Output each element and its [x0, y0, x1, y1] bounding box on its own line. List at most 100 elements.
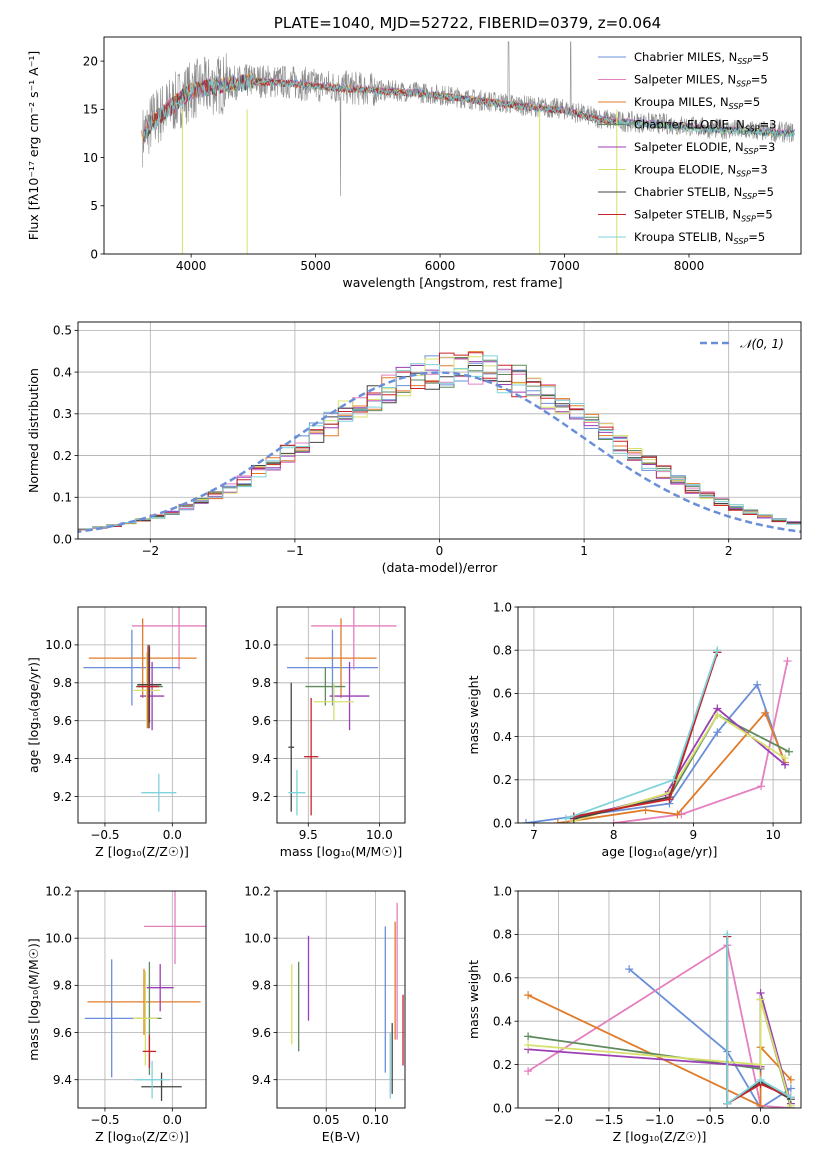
- axes-frame: [103, 36, 802, 255]
- panel-weight-vs-z: −2.0 −1.5 −1.0 −0.5 0.0 0.0 0.2 0.4 0.6 0.8 1.0 Z […: [466, 884, 802, 1144]
- weight-series-line: [573, 713, 786, 822]
- y-tick-label: 10.0: [45, 638, 72, 652]
- plus-marker: [521, 819, 530, 823]
- weight-series-line: [557, 711, 786, 823]
- errorbar-point: [144, 891, 206, 965]
- x-tick-label: −0.5: [90, 828, 119, 842]
- plus-marker: [713, 728, 722, 737]
- x-tick-label: 2: [725, 544, 733, 558]
- y-axis-label: mass [log₁₀(M/M☉)]: [26, 938, 41, 1060]
- plot-area: [277, 891, 405, 1108]
- legend-label: Kroupa ELODIE, NSSP=3: [634, 163, 768, 179]
- plus-marker: [625, 965, 634, 974]
- x-tick-label: −2.0: [544, 1113, 573, 1127]
- weight-series-line: [573, 713, 790, 818]
- chart-title: PLATE=1040, MJD=52722, FIBERID=0379, z=0…: [274, 14, 661, 32]
- plus-marker: [641, 806, 650, 815]
- y-tick-label: 9.4: [252, 752, 271, 766]
- x-tick-label: −1.5: [594, 1113, 623, 1127]
- y-tick-label: 0.6: [493, 687, 512, 701]
- legend-label: Kroupa MILES, NSSP=5: [634, 95, 760, 111]
- plus-marker: [756, 1075, 765, 1084]
- plus-marker: [723, 930, 732, 939]
- y-tick-label: 0.2: [53, 449, 72, 463]
- plus-marker: [785, 747, 794, 756]
- y-tick-label: 9.2: [53, 790, 72, 804]
- plus-marker: [756, 1101, 765, 1108]
- y-tick-label: 10.0: [45, 931, 72, 945]
- weight-series-line: [613, 660, 789, 823]
- y-tick-label: 0.4: [53, 365, 72, 379]
- plus-marker: [669, 775, 678, 784]
- x-axis-label: age [log₁₀(age/yr)]: [602, 844, 718, 859]
- errorbar-point: [329, 661, 370, 731]
- plot-area: [78, 607, 206, 823]
- y-tick-label: 9.6: [252, 1026, 271, 1040]
- x-axis-label: E(B-V): [322, 1129, 361, 1144]
- x-tick-label: −2: [141, 544, 159, 558]
- y-tick-label: 0: [90, 247, 98, 261]
- x-tick-label: 8000: [674, 259, 705, 273]
- plus-marker: [761, 708, 770, 717]
- x-tick-label: 10.0: [366, 828, 393, 842]
- y-axis-label: Normed distribution: [26, 368, 41, 493]
- y-tick-label: 9.8: [252, 979, 271, 993]
- y-tick-label: 9.6: [252, 714, 271, 728]
- y-tick-label: 10.0: [244, 931, 271, 945]
- y-tick-label: 0.2: [493, 1058, 512, 1072]
- y-tick-label: 9.6: [53, 714, 72, 728]
- x-tick-label: 10: [765, 828, 780, 842]
- legend-label: 𝒩(0, 1): [740, 337, 784, 351]
- axes-frame: [517, 606, 802, 824]
- weight-series-line: [726, 934, 792, 1106]
- legend-label: Salpeter ELODIE, NSSP=3: [634, 140, 775, 156]
- weight-series-line: [726, 936, 792, 1106]
- axes-frame: [517, 890, 802, 1109]
- x-tick-label: 5000: [300, 259, 331, 273]
- y-axis-label: mass weight: [466, 960, 481, 1039]
- plus-marker: [783, 657, 792, 665]
- errorbar-point: [84, 959, 139, 1078]
- plus-marker: [786, 1093, 795, 1102]
- x-axis-label: wavelength [Angstrom, rest frame]: [342, 275, 562, 290]
- x-tick-label: −0.5: [90, 1113, 119, 1127]
- y-tick-label: 0.8: [493, 644, 512, 658]
- plot-area: [78, 322, 801, 539]
- y-tick-label: 9.8: [53, 979, 72, 993]
- plot-area: [78, 891, 206, 1108]
- errorbar-point: [288, 769, 306, 816]
- y-tick-label: 9.8: [53, 676, 72, 690]
- x-tick-label: 9: [690, 828, 698, 842]
- x-tick-label: 9.5: [299, 828, 318, 842]
- x-tick-label: 6000: [425, 259, 456, 273]
- axes-frame: [276, 606, 406, 824]
- errorbar-point: [286, 629, 378, 706]
- errorbar-point: [305, 618, 377, 698]
- errorbar-point: [134, 1060, 170, 1099]
- y-tick-label: 0.0: [53, 532, 72, 546]
- y-tick-label: 0.0: [493, 816, 512, 830]
- y-tick-label: 9.6: [53, 1026, 72, 1040]
- y-tick-label: 0.3: [53, 407, 72, 421]
- x-tick-label: −0.5: [695, 1113, 724, 1127]
- x-axis-label: (data-model)/error: [382, 560, 499, 575]
- legend: 𝒩(0, 1): [700, 337, 784, 351]
- x-tick-label: 0.0: [751, 1113, 770, 1127]
- plus-marker: [524, 1067, 533, 1076]
- legend-label: Chabrier STELIB, NSSP=5: [634, 185, 774, 201]
- y-tick-label: 9.8: [252, 676, 271, 690]
- x-tick-label: 0.10: [362, 1113, 389, 1127]
- y-tick-label: 1.0: [493, 884, 512, 898]
- x-axis-label: Z [log₁₀(Z/Z☉)]: [95, 844, 189, 859]
- plot-area: [140, 41, 795, 254]
- y-tick-label: 0.4: [493, 1015, 512, 1029]
- y-tick-label: 5: [90, 199, 98, 213]
- panel-age-vs-mass: 9.5 10.0 9.2 9.4 9.6 9.8 10.0 mass [log₁₀(M/M☉)…: [244, 606, 406, 859]
- x-axis-label: mass [log₁₀(M/M☉)]: [280, 844, 402, 859]
- x-tick-label: −1: [286, 544, 304, 558]
- plus-marker: [753, 680, 762, 689]
- errorbar-point: [304, 697, 319, 816]
- x-tick-label: 7000: [549, 259, 580, 273]
- axes-frame: [77, 606, 207, 824]
